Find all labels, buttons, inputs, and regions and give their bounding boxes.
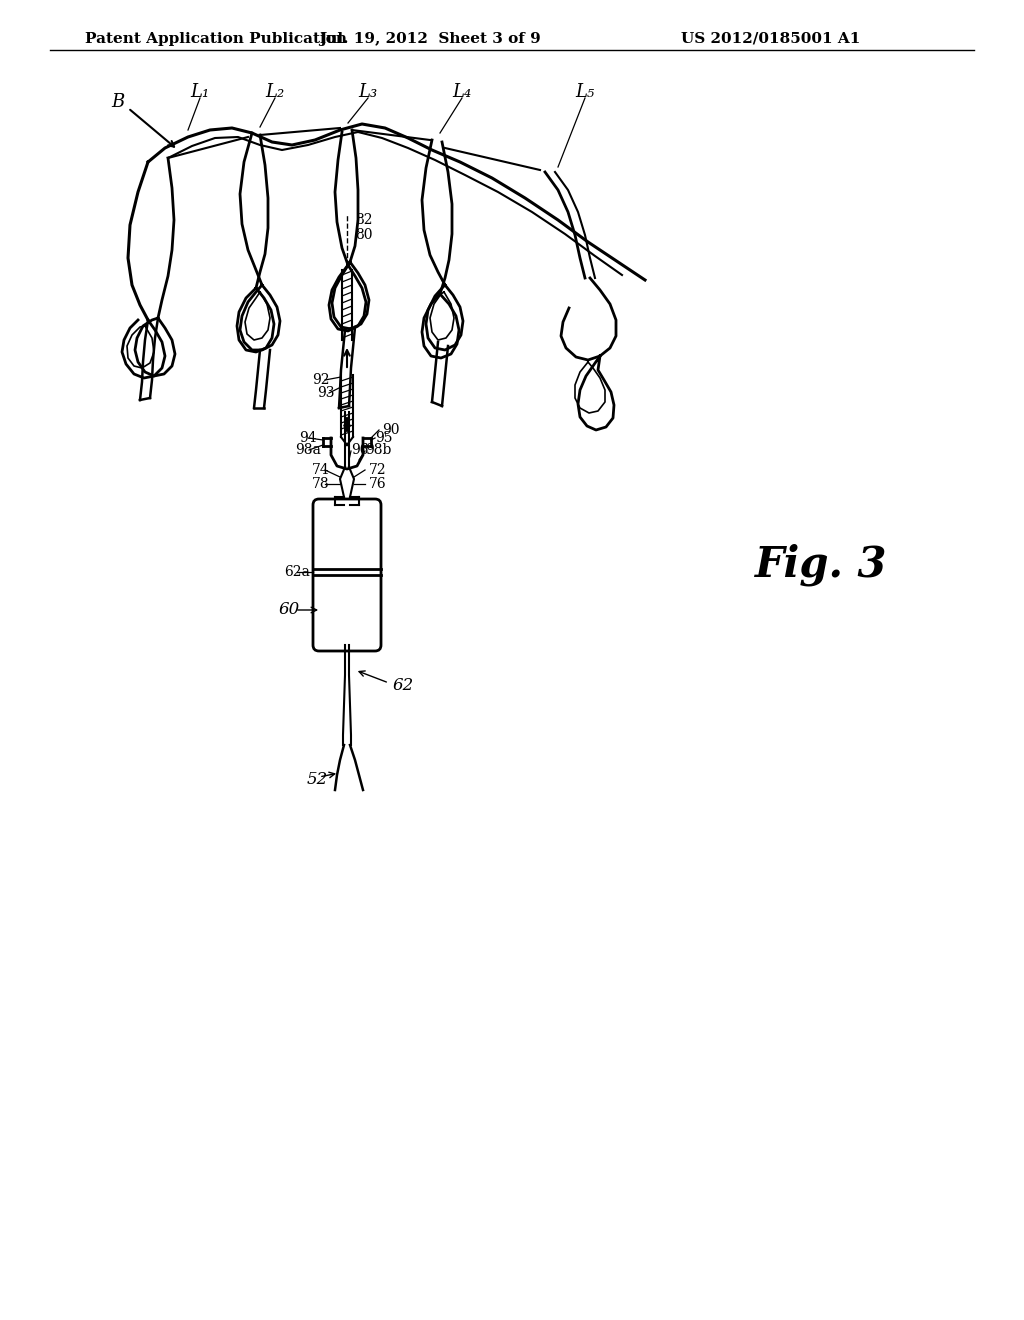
Text: L₄: L₄	[453, 83, 472, 102]
Text: 78: 78	[312, 477, 330, 491]
Text: 98b: 98b	[365, 444, 391, 457]
Text: 76: 76	[369, 477, 387, 491]
Text: 80: 80	[355, 228, 373, 242]
FancyBboxPatch shape	[313, 499, 381, 651]
Text: Fig. 3: Fig. 3	[755, 544, 888, 586]
Text: 90: 90	[382, 422, 399, 437]
Text: 95: 95	[375, 432, 392, 445]
Text: 74: 74	[312, 463, 330, 477]
Text: L₅: L₅	[575, 83, 595, 102]
Text: 62a: 62a	[284, 565, 310, 579]
Text: L₁: L₁	[190, 83, 210, 102]
Text: 52: 52	[307, 771, 329, 788]
Text: Patent Application Publication: Patent Application Publication	[85, 32, 347, 46]
Text: 62: 62	[393, 676, 415, 693]
Text: L₂: L₂	[265, 83, 285, 102]
Text: Jul. 19, 2012  Sheet 3 of 9: Jul. 19, 2012 Sheet 3 of 9	[319, 32, 541, 46]
Text: 92: 92	[312, 374, 330, 387]
Text: 93: 93	[317, 385, 335, 400]
Text: L₃: L₃	[358, 83, 378, 102]
Text: US 2012/0185001 A1: US 2012/0185001 A1	[681, 32, 860, 46]
Text: 94: 94	[299, 432, 316, 445]
Text: 96: 96	[351, 444, 369, 457]
Text: 60: 60	[279, 602, 300, 619]
Text: 98a: 98a	[295, 444, 321, 457]
Text: B: B	[112, 92, 125, 111]
Text: 72: 72	[369, 463, 387, 477]
Text: 82: 82	[355, 213, 373, 227]
